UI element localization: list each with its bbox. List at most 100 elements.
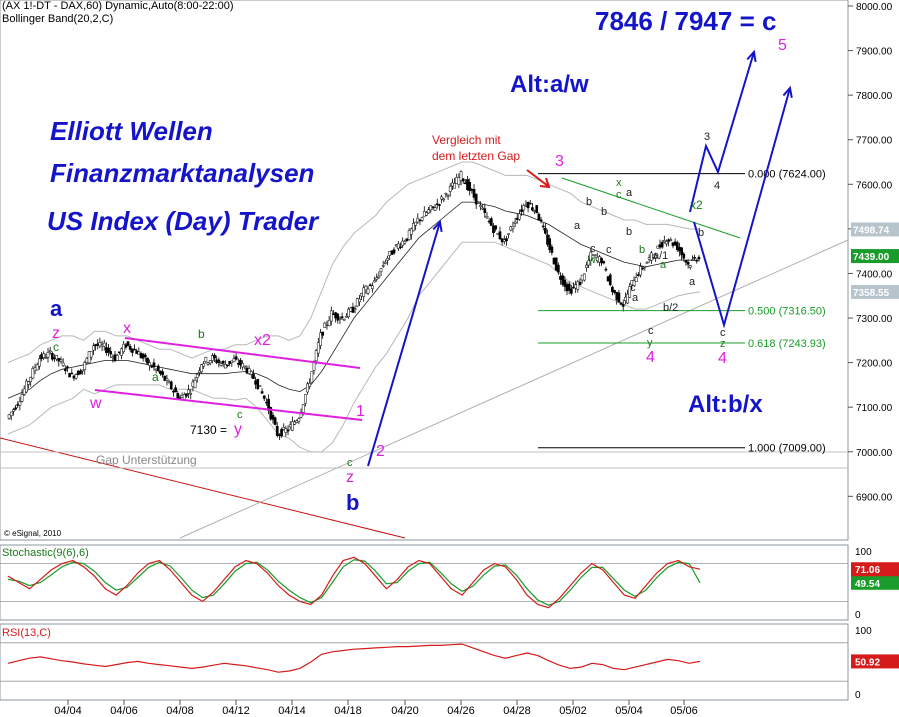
target-annotation: 7846 / 7947 = c bbox=[595, 6, 776, 36]
date-label: 04/04 bbox=[54, 705, 82, 717]
candle-body bbox=[578, 281, 582, 286]
candle-body bbox=[358, 298, 361, 303]
alt-bx-annotation: Alt:b/x bbox=[688, 391, 763, 418]
candle-body bbox=[14, 407, 17, 410]
candle-body bbox=[513, 221, 517, 224]
price-tag-bg bbox=[851, 284, 899, 299]
candle-body bbox=[115, 354, 119, 361]
candle-body bbox=[611, 286, 614, 293]
candle-body bbox=[152, 362, 156, 368]
date-label: 05/02 bbox=[559, 705, 587, 717]
candle-body bbox=[243, 365, 247, 368]
candle-body bbox=[613, 290, 616, 293]
candle-body bbox=[273, 417, 277, 425]
candle-body bbox=[107, 347, 110, 353]
wave-label: 1 bbox=[356, 403, 365, 420]
candle-body bbox=[20, 394, 24, 402]
copyright: © eSignal, 2010 bbox=[4, 529, 62, 538]
date-label: 04/26 bbox=[447, 705, 475, 717]
candle-body bbox=[401, 240, 405, 246]
candle-body bbox=[25, 380, 28, 393]
candle-body bbox=[38, 358, 41, 367]
candle-body bbox=[524, 204, 528, 207]
wave-label: 4 bbox=[714, 180, 720, 192]
candle-body bbox=[258, 385, 262, 387]
candle-body bbox=[89, 350, 93, 358]
candle-body bbox=[299, 411, 303, 418]
candle-body bbox=[438, 204, 441, 206]
candle-body bbox=[494, 225, 497, 230]
candle-body bbox=[40, 354, 43, 359]
candle-body bbox=[31, 368, 35, 379]
candle-body bbox=[425, 212, 428, 216]
candle-body bbox=[647, 257, 651, 260]
upper-channel-line bbox=[124, 337, 361, 369]
candle-body bbox=[595, 257, 599, 262]
candle-body bbox=[381, 265, 385, 267]
wave-label: c bbox=[590, 243, 596, 255]
trend-lines bbox=[0, 169, 849, 539]
wave-label: 2 bbox=[376, 443, 385, 460]
wave-label: a bbox=[632, 292, 639, 304]
candle-body bbox=[303, 394, 307, 404]
date-label: 04/14 bbox=[278, 705, 306, 717]
candle-body bbox=[412, 222, 415, 232]
candle-body bbox=[105, 347, 108, 353]
candle-body bbox=[656, 245, 660, 249]
candle-body bbox=[418, 219, 422, 222]
candle-body bbox=[682, 253, 686, 259]
candle-body bbox=[33, 367, 37, 371]
candle-body bbox=[94, 344, 97, 347]
stochastic-tag-bg bbox=[851, 575, 899, 590]
candle-body bbox=[278, 434, 281, 437]
candle-body bbox=[582, 273, 586, 281]
candle-body bbox=[602, 261, 606, 264]
wave-label: x bbox=[123, 320, 131, 337]
candle-body bbox=[539, 219, 543, 222]
wave-label: c bbox=[720, 327, 726, 339]
wave-label: w bbox=[587, 254, 596, 266]
candle-body bbox=[85, 358, 89, 363]
candle-body bbox=[422, 211, 426, 217]
candle-body bbox=[390, 250, 394, 255]
candle-body bbox=[429, 205, 433, 211]
candle-body bbox=[133, 348, 136, 351]
candle-body bbox=[585, 264, 588, 269]
candle-body bbox=[291, 421, 294, 431]
candle-body bbox=[50, 353, 54, 360]
candle-body bbox=[442, 198, 446, 201]
candle-body bbox=[120, 348, 123, 356]
candle-body bbox=[485, 215, 489, 219]
candle-body bbox=[531, 207, 534, 211]
candle-body bbox=[327, 320, 331, 326]
candle-body bbox=[48, 350, 52, 353]
price-axis: 8000.007900.007800.007700.007600.007500.… bbox=[848, 2, 893, 503]
candle-body bbox=[172, 390, 175, 393]
candle-body bbox=[213, 354, 216, 359]
candle-body bbox=[200, 364, 203, 373]
date-label: 04/06 bbox=[110, 705, 138, 717]
candle-body bbox=[282, 427, 286, 430]
candle-body bbox=[323, 322, 327, 328]
candle-body bbox=[27, 381, 30, 385]
candle-body bbox=[373, 280, 376, 283]
candle-body bbox=[433, 207, 437, 211]
wave-label: a bbox=[626, 187, 633, 199]
price-tag-label: 7439.00 bbox=[853, 252, 890, 263]
candle-body bbox=[148, 362, 151, 366]
candle-body bbox=[466, 179, 469, 190]
projection-b-up bbox=[367, 221, 441, 467]
candle-body bbox=[18, 401, 22, 406]
bollinger-upper bbox=[7, 161, 701, 364]
candle-body bbox=[174, 387, 177, 393]
stochastic-tag-bg bbox=[851, 562, 899, 577]
candle-body bbox=[61, 362, 65, 366]
candle-body bbox=[500, 238, 504, 243]
candle-body bbox=[161, 371, 164, 376]
candle-body bbox=[355, 298, 359, 307]
candle-body bbox=[332, 313, 335, 316]
candle-body bbox=[59, 359, 63, 362]
candle-body bbox=[35, 364, 39, 371]
candle-body bbox=[552, 257, 556, 265]
